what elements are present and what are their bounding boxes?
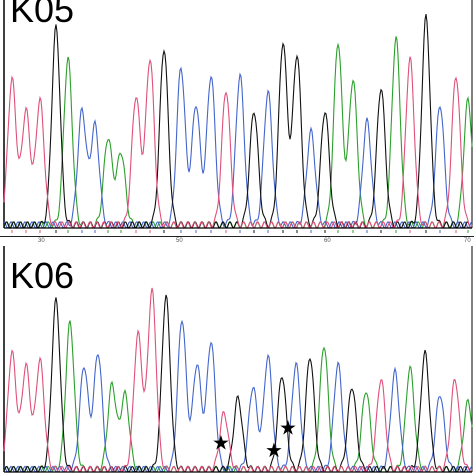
ruler-tick-label: 70 (464, 238, 471, 244)
chromatogram-trace-k05 (3, 0, 473, 233)
star-marker-icon: ★ (212, 430, 230, 454)
star-marker-icon: ★ (279, 415, 297, 439)
ruler-tick-label: 30 (38, 238, 45, 244)
trace-t (3, 287, 473, 473)
panel-label: K05 (10, 0, 75, 30)
base-position-ruler: 30 50 60 70 (0, 236, 474, 248)
panel-label: K06 (10, 255, 75, 296)
chromatogram-panel-k05: K05 (0, 0, 474, 237)
chromatogram-trace-k06: ★ ★★ (3, 246, 473, 473)
ruler-tick-label: 60 (324, 238, 331, 244)
star-marker-icon: ★ (265, 438, 283, 462)
ruler-tick-label: 50 (176, 238, 183, 244)
trace-c (3, 66, 473, 229)
chromatogram-panel-k06: K06 ★ ★ ★ (0, 246, 474, 474)
